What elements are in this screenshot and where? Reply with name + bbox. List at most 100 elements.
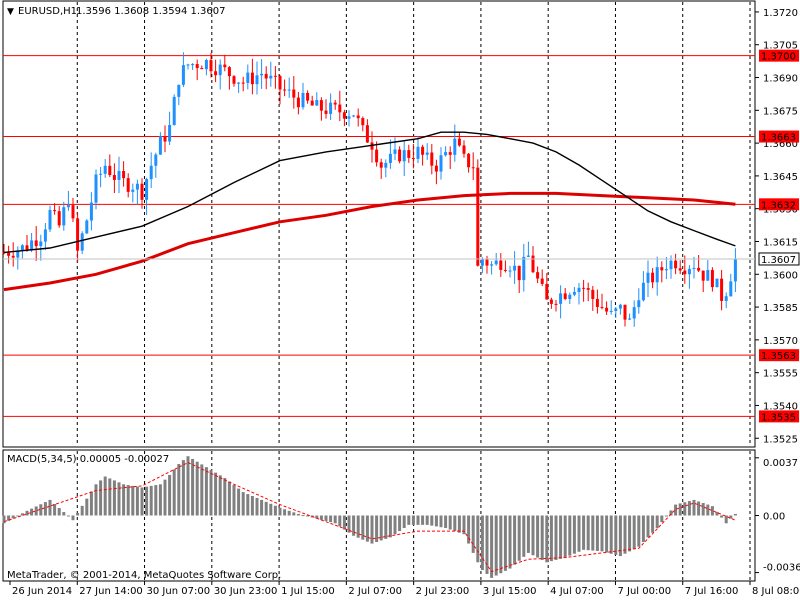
candle-bull	[347, 116, 351, 119]
macd-bar	[347, 515, 351, 533]
current-price-label: 1.3607	[758, 252, 800, 266]
macd-bar	[53, 503, 57, 516]
macd-bar	[628, 515, 632, 552]
macd-bar	[508, 515, 512, 569]
candle-bull	[522, 256, 526, 281]
macd-bar	[43, 502, 47, 516]
candle-bull	[526, 255, 530, 257]
candle-bear	[467, 153, 471, 168]
x-tick-label: 2 Jul 07:00	[348, 586, 402, 597]
candle-bear	[356, 115, 360, 119]
level-label-bg	[759, 49, 799, 62]
candle-bull	[568, 294, 572, 299]
macd-bar	[678, 503, 682, 516]
candle-bear	[112, 175, 116, 180]
candle-bull	[706, 270, 710, 281]
candle-bull	[490, 264, 494, 266]
chart-menu-icon[interactable]: ▼	[7, 7, 14, 17]
candle-bear	[306, 92, 310, 101]
candle-bull	[513, 265, 517, 271]
candle-bull	[62, 207, 66, 226]
x-tick-label: 26 Jun 2014	[12, 586, 72, 597]
macd-bar	[122, 484, 126, 516]
ohlc-label: 1.3596 1.3608 1.3594 1.3607	[76, 6, 226, 17]
macd-histogram	[2, 456, 737, 578]
candle-bull	[402, 150, 406, 162]
macd-bar	[94, 484, 98, 516]
macd-bar	[11, 515, 15, 519]
macd-bar	[223, 478, 227, 516]
candle-bear	[195, 64, 199, 69]
candle-bear	[379, 162, 383, 168]
macd-bar	[315, 515, 319, 519]
candle-bull	[131, 189, 135, 192]
candle-bull	[577, 287, 581, 292]
macd-bar	[260, 499, 264, 516]
candle-bear	[375, 149, 379, 163]
macd-bar	[572, 515, 576, 554]
macd-bar	[112, 480, 116, 516]
y-tick-label: 1.3615	[763, 237, 798, 248]
candle-bull	[301, 92, 305, 108]
macd-bar	[471, 515, 475, 553]
candle-bear	[545, 283, 549, 300]
candle-bear	[283, 89, 287, 91]
candle-bull	[664, 269, 668, 271]
macd-tick-label: 0.0037	[763, 458, 798, 469]
y-tick-label: 1.3600	[763, 270, 798, 281]
macd-bar	[140, 487, 144, 516]
candle-bear	[595, 298, 599, 307]
macd-bar	[126, 485, 130, 516]
candle-bear	[623, 304, 627, 320]
macd-bar	[416, 515, 420, 525]
level-label-bg	[759, 410, 799, 423]
candle-bear	[421, 146, 425, 155]
macd-bar	[439, 515, 443, 528]
macd-bar	[710, 506, 714, 516]
candle-bear	[563, 293, 567, 299]
candle-bull	[135, 183, 139, 190]
x-tick-label: 27 Jun 14:00	[79, 586, 143, 597]
macd-bar	[609, 515, 613, 554]
candle-bull	[646, 272, 650, 283]
candle-bear	[457, 138, 461, 146]
candle-bull	[168, 124, 172, 142]
macd-bar	[246, 494, 250, 516]
macd-bar	[135, 486, 139, 516]
macd-bar	[618, 515, 622, 557]
candle-bull	[246, 72, 250, 83]
candle-bull	[43, 229, 47, 242]
candle-bull	[669, 260, 673, 270]
macd-bar	[273, 505, 277, 516]
macd-bar	[338, 515, 342, 527]
macd-bar	[2, 515, 6, 524]
macd-bar	[485, 515, 489, 574]
macd-bar	[80, 505, 84, 516]
candle-bear	[278, 76, 282, 90]
macd-bar	[706, 504, 710, 516]
candle-bear	[407, 150, 411, 158]
candle-bull	[508, 270, 512, 272]
candle-bull	[103, 165, 107, 174]
candle-bull	[149, 165, 153, 180]
macd-bar	[292, 512, 296, 516]
macd-bar	[733, 513, 737, 516]
candle-bear	[71, 205, 75, 219]
candle-bear	[264, 73, 268, 79]
macd-bar	[71, 515, 75, 521]
macd-bar	[388, 515, 392, 538]
macd-bar	[720, 515, 724, 518]
y-tick-label: 1.3675	[763, 106, 798, 117]
level-label: 1.3563	[761, 351, 796, 362]
macd-bar	[85, 498, 89, 516]
candle-bear	[292, 89, 296, 98]
macd-bar	[430, 515, 434, 526]
ma-fast-line	[3, 131, 736, 254]
candle-bull	[39, 241, 43, 247]
macd-bar	[145, 486, 149, 516]
macd-bar	[57, 508, 61, 516]
macd-bar	[605, 515, 609, 553]
candle-bear	[660, 267, 664, 271]
price-axis: 1.3720 1.3705 1.3690 1.3675 1.3660 1.3645 1.36…	[755, 8, 798, 445]
macd-bar	[232, 485, 236, 516]
